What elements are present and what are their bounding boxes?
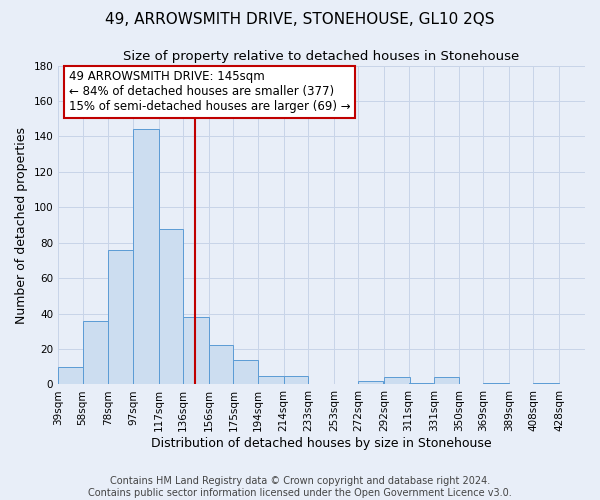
Y-axis label: Number of detached properties: Number of detached properties: [15, 126, 28, 324]
Bar: [358, 381, 383, 384]
Bar: [209, 346, 233, 385]
Bar: [434, 378, 459, 384]
Bar: [83, 320, 109, 384]
Bar: [183, 317, 209, 384]
Text: 49, ARROWSMITH DRIVE, STONEHOUSE, GL10 2QS: 49, ARROWSMITH DRIVE, STONEHOUSE, GL10 2…: [105, 12, 495, 28]
Bar: [284, 376, 308, 384]
Bar: [384, 378, 410, 384]
Bar: [258, 376, 284, 384]
X-axis label: Distribution of detached houses by size in Stonehouse: Distribution of detached houses by size …: [151, 437, 492, 450]
Text: 49 ARROWSMITH DRIVE: 145sqm
← 84% of detached houses are smaller (377)
15% of se: 49 ARROWSMITH DRIVE: 145sqm ← 84% of det…: [69, 70, 350, 114]
Bar: [109, 250, 133, 384]
Title: Size of property relative to detached houses in Stonehouse: Size of property relative to detached ho…: [124, 50, 520, 63]
Bar: [233, 360, 258, 384]
Bar: [409, 382, 433, 384]
Bar: [158, 228, 183, 384]
Bar: [58, 366, 83, 384]
Bar: [483, 382, 509, 384]
Bar: [533, 382, 559, 384]
Bar: [133, 130, 158, 384]
Text: Contains HM Land Registry data © Crown copyright and database right 2024.
Contai: Contains HM Land Registry data © Crown c…: [88, 476, 512, 498]
